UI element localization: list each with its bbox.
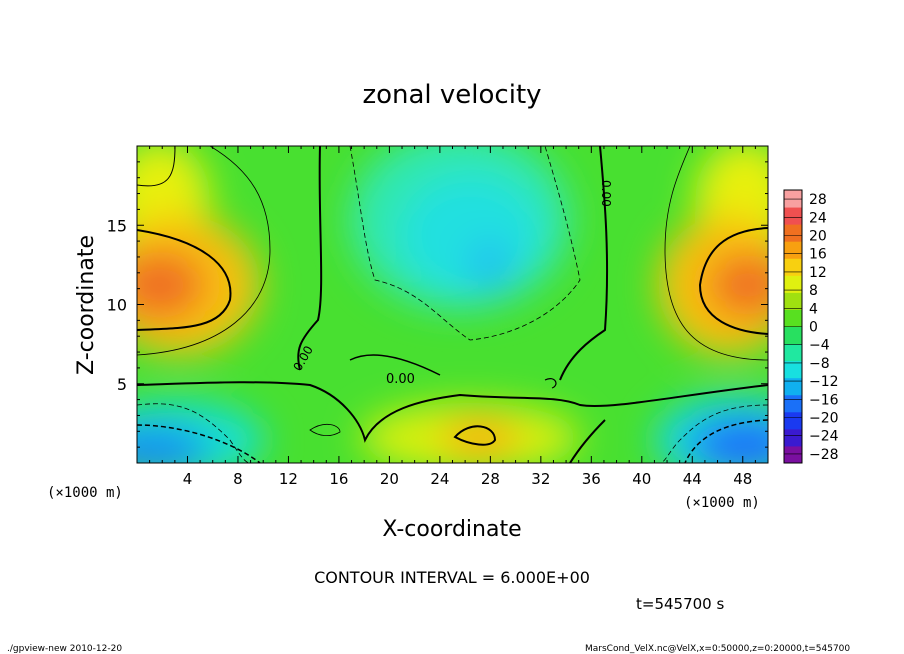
y-tick-label: 15 [107,216,127,235]
contour-interval: CONTOUR INTERVAL = 6.000E+00 [314,568,590,587]
x-tick-label: 32 [531,470,550,488]
colorbar-tick-label: −4 [809,338,830,354]
x-axis-label: X-coordinate [382,517,521,542]
colorbar-swatch [784,428,802,447]
colorbar-tick-label: −16 [809,392,839,408]
x-tick-label: 8 [233,470,243,488]
colorbar-tick-label: 24 [809,210,827,226]
colorbar-tick-label: −20 [809,411,839,427]
x-tick-label: 48 [733,470,752,488]
y-axis: 5 10 15 [107,161,768,448]
y-axis-label: Z-coordinate [74,235,99,375]
heatmap-field: 0.00 0.00 0.00 [136,145,769,464]
colorbar-swatch [784,411,802,430]
contour-label: 0.00 [386,372,415,387]
colorbar-tick-label: −24 [809,429,839,445]
x-tick-label: 40 [632,470,651,488]
colorbar-swatch [784,394,802,413]
x-axis: 4 8 12 16 20 24 28 32 36 40 44 48 [149,146,769,488]
colorbar-swatch [784,275,802,293]
footer-right: MarsCond_VelX.nc@VelX,x=0:50000,z=0:2000… [585,644,850,654]
colorbar-tick-label: −12 [809,374,839,390]
colorbar-tick-label: 4 [809,301,818,317]
x-unit-left: (×1000 m) [47,485,123,501]
colorbar-tick-label: 8 [809,283,818,299]
colorbar: 28 24 20 16 12 8 4 0 −4 −8 −12 −16 −20 −24 −28 [783,189,839,464]
y-tick-label: 10 [107,296,127,315]
colorbar-tick-label: −8 [809,356,830,372]
colorbar-tick-label: −28 [809,447,839,463]
y-tick-label: 5 [117,375,127,394]
colorbar-swatch [784,258,802,276]
footer-left: ./gpview-new 2010-12-20 [7,644,122,654]
x-unit-right: (×1000 m) [684,495,760,511]
x-tick-label: 16 [329,470,348,488]
x-tick-label: 28 [481,470,500,488]
colorbar-swatch [784,377,802,396]
colorbar-swatch [784,207,802,225]
colorbar-swatch [784,241,802,259]
colorbar-tick-label: 0 [809,320,818,336]
x-tick-label: 20 [380,470,399,488]
colorbar-swatch [784,224,802,242]
chart-title: zonal velocity [362,80,541,110]
x-tick-label: 4 [183,470,193,488]
colorbar-swatch [784,309,802,327]
x-tick-label: 36 [582,470,601,488]
colorbar-tick-label: 12 [809,265,827,281]
colorbar-tick-label: 16 [809,247,827,263]
colorbar-swatch [784,360,802,379]
colorbar-swatch [784,292,802,310]
colorbar-swatch [784,326,802,345]
x-tick-label: 12 [279,470,298,488]
x-tick-label: 44 [683,470,702,488]
colorbar-swatch [784,190,802,208]
colorbar-swatch [784,343,802,362]
x-tick-label: 24 [430,470,449,488]
contour-label: 0.00 [599,180,613,207]
colorbar-tick-label: 28 [809,192,827,208]
colorbar-swatch [784,445,802,464]
time-label: t=545700 s [636,595,724,613]
colorbar-tick-label: 20 [809,229,827,245]
